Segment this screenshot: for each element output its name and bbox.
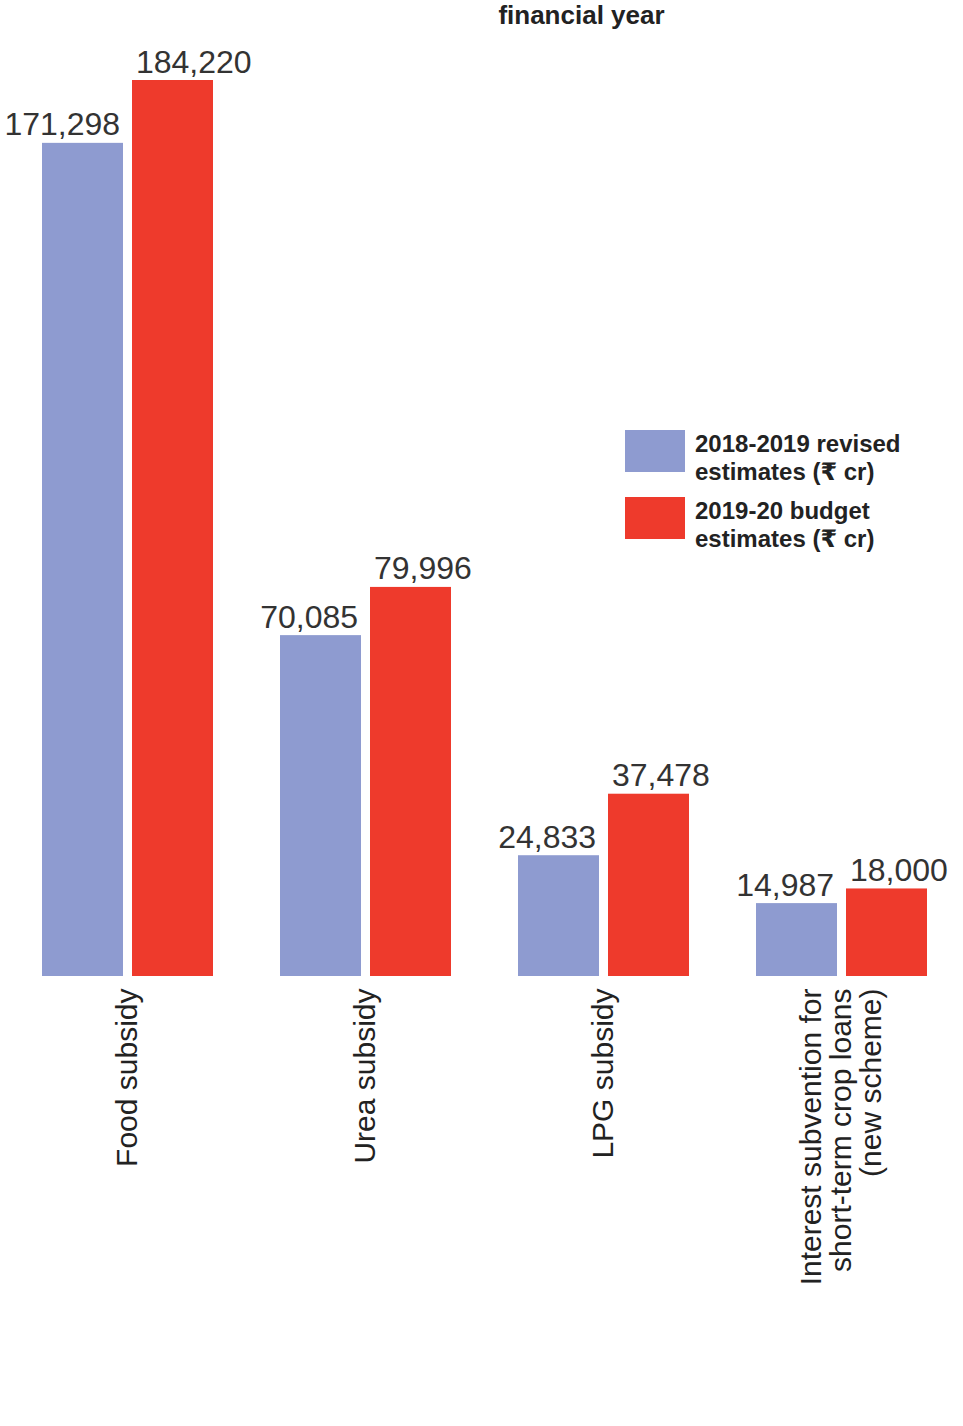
svg-text:Interest subvention forshort-t: Interest subvention forshort-term crop l…: [794, 988, 887, 1285]
svg-text:184,220: 184,220: [136, 44, 252, 80]
html-text:2019-20 budget estimates (₹ cr: 2019-20 budget estimates (₹ cr): [695, 497, 875, 552]
html-text:financial year: financial year: [498, 0, 665, 30]
svg-text:24,833: 24,833: [498, 819, 596, 855]
svg-text:79,996: 79,996: [374, 550, 472, 586]
svg-text:LPG subsidy: LPG subsidy: [586, 989, 619, 1159]
svg-text:171,298: 171,298: [4, 106, 120, 142]
svg-text:70,085: 70,085: [260, 599, 358, 635]
svg-text:14,987: 14,987: [736, 867, 834, 903]
svg-text:18,000: 18,000: [850, 852, 948, 888]
svg-text:Food subsidy: Food subsidy: [110, 989, 143, 1167]
svg-text:Urea subsidy: Urea subsidy: [348, 989, 381, 1164]
html-text:2018-2019 revised estimates (₹: 2018-2019 revised estimates (₹ cr): [695, 430, 901, 485]
svg-text:37,478: 37,478: [612, 757, 710, 793]
